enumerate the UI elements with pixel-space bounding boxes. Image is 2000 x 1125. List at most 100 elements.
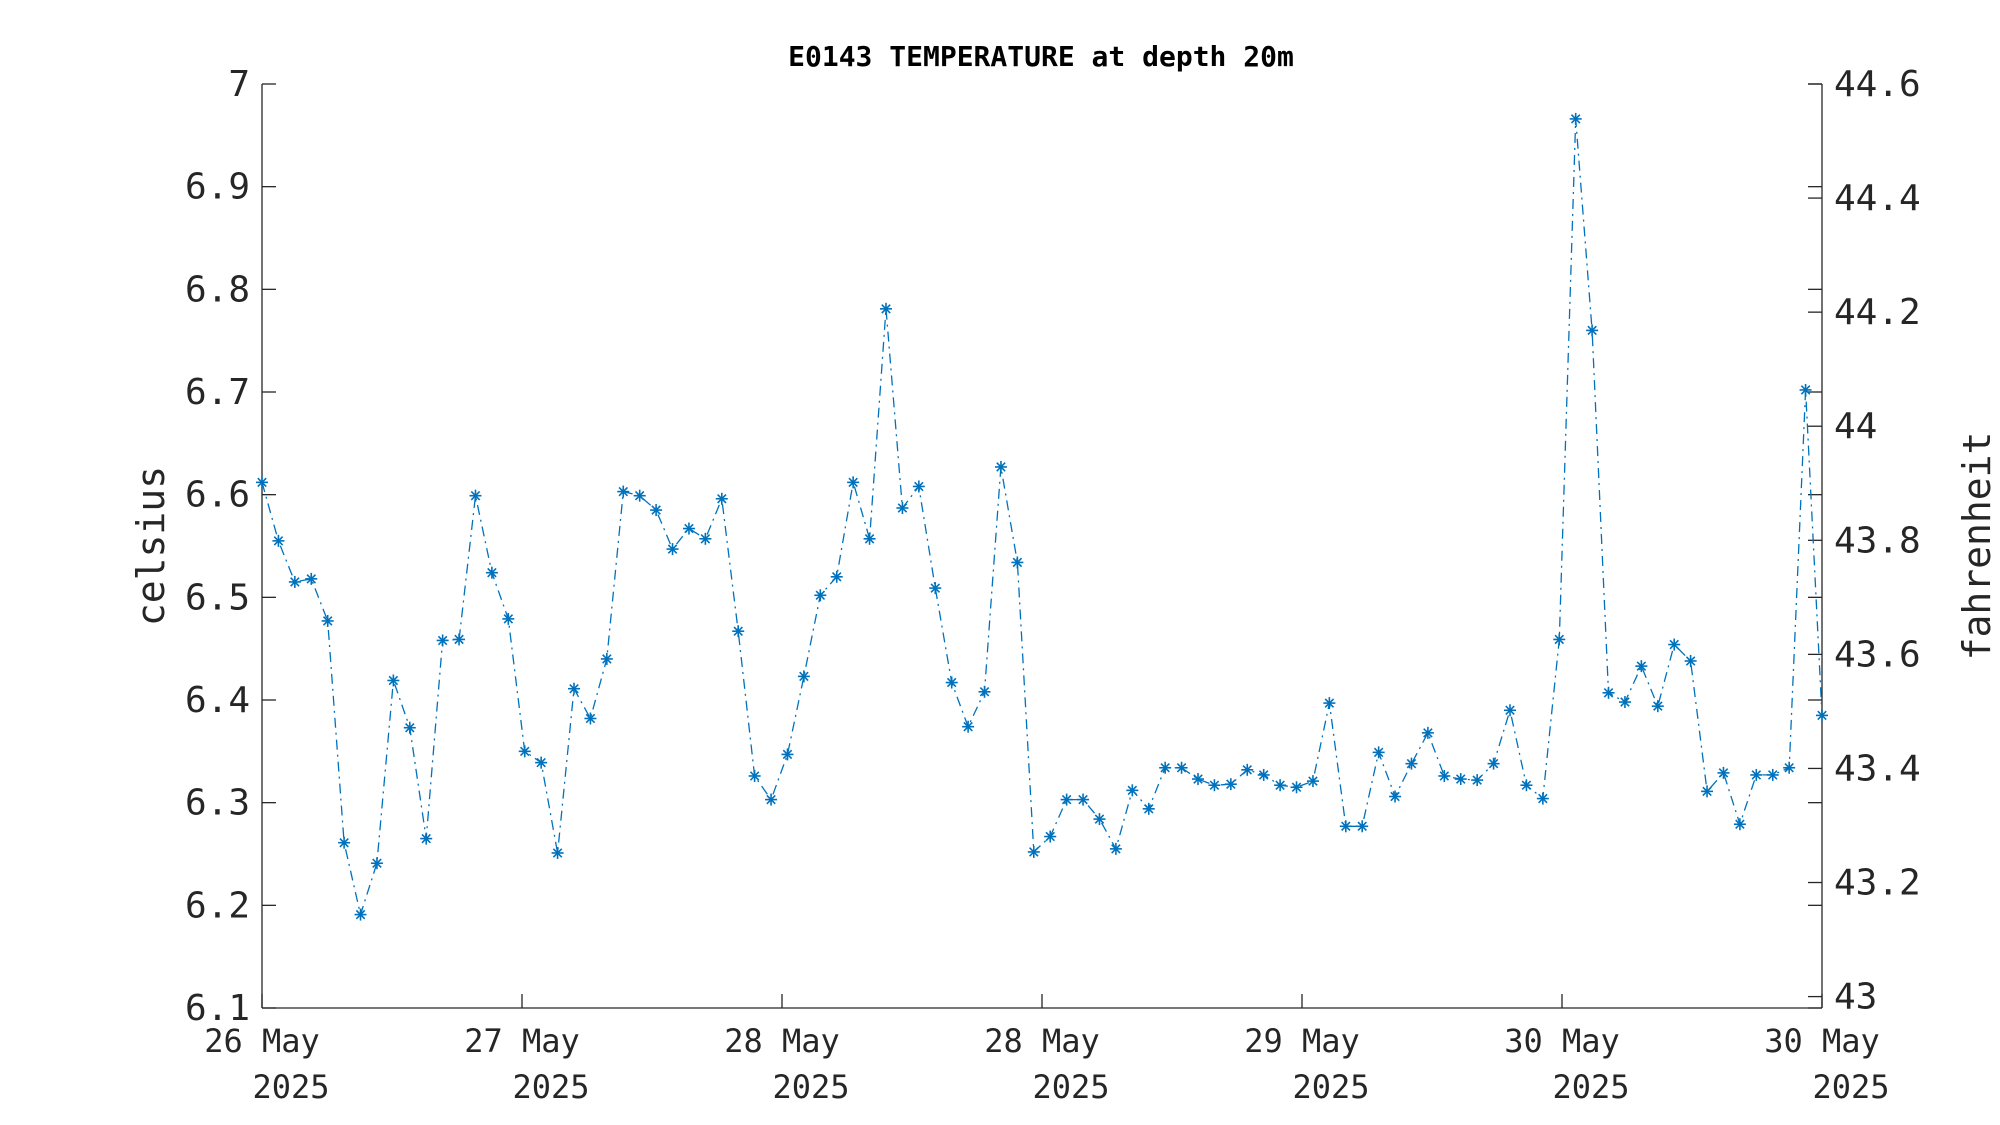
data-point bbox=[600, 652, 613, 665]
data-point bbox=[945, 676, 958, 689]
right-y-tick-label: 43.4 bbox=[1834, 748, 1921, 789]
data-point bbox=[978, 685, 991, 698]
data-point bbox=[699, 532, 712, 545]
data-point bbox=[1208, 779, 1221, 792]
data-point bbox=[1602, 686, 1615, 699]
data-point bbox=[1290, 781, 1303, 794]
data-point bbox=[1569, 112, 1582, 125]
data-point bbox=[880, 302, 892, 315]
right-y-tick-label: 44 bbox=[1834, 406, 1877, 447]
data-point bbox=[568, 682, 580, 695]
right-y-tick-label: 43.8 bbox=[1834, 520, 1921, 561]
data-point bbox=[1487, 757, 1500, 770]
data-point bbox=[370, 857, 383, 870]
data-point bbox=[830, 570, 843, 583]
data-point bbox=[321, 614, 334, 627]
left-y-tick-label: 6.1 bbox=[185, 988, 250, 1029]
temperature-series-line bbox=[261, 118, 1823, 918]
data-point bbox=[1306, 775, 1319, 788]
data-point bbox=[781, 748, 794, 761]
data-point bbox=[1799, 383, 1812, 396]
data-point bbox=[1060, 793, 1073, 806]
data-point bbox=[1323, 697, 1336, 710]
x-ticks: 26 May 2025 27 May 2025 28 May 2025 28 May 2025… bbox=[204, 994, 1890, 1106]
left-y-tick-label: 7 bbox=[228, 64, 250, 105]
data-point bbox=[1109, 842, 1122, 855]
left-y-tick-label: 6.4 bbox=[185, 680, 250, 721]
data-point bbox=[1783, 761, 1796, 774]
data-point bbox=[1733, 818, 1746, 831]
x-tick-label-year: 2025 bbox=[1552, 1068, 1629, 1106]
data-point bbox=[288, 575, 301, 588]
data-point bbox=[1750, 768, 1763, 781]
left-y-tick-label: 6.8 bbox=[185, 269, 250, 310]
data-point bbox=[1668, 638, 1681, 651]
data-point bbox=[305, 572, 318, 585]
data-point bbox=[1372, 746, 1385, 759]
data-point bbox=[1471, 774, 1484, 787]
x-tick-label-year: 2025 bbox=[1032, 1068, 1109, 1106]
data-point bbox=[1504, 704, 1516, 717]
data-point bbox=[797, 670, 810, 683]
data-point bbox=[1438, 769, 1451, 782]
data-point bbox=[748, 769, 761, 782]
x-tick-label-year: 2025 bbox=[1292, 1068, 1369, 1106]
data-point bbox=[256, 476, 268, 489]
y-axis-label-left: celsius bbox=[129, 466, 173, 626]
data-point bbox=[1027, 845, 1040, 858]
data-point bbox=[1274, 779, 1287, 792]
x-tick-label-day: 27 May bbox=[464, 1022, 580, 1060]
right-y-tick-label: 43.2 bbox=[1834, 863, 1921, 904]
left-y-tick-label: 6.6 bbox=[185, 475, 250, 516]
data-point bbox=[715, 492, 728, 505]
data-point bbox=[896, 502, 909, 515]
data-point bbox=[584, 712, 597, 725]
data-point bbox=[617, 485, 630, 498]
data-point bbox=[485, 566, 498, 579]
data-point bbox=[420, 832, 433, 845]
data-point bbox=[1766, 768, 1779, 781]
data-point bbox=[863, 532, 876, 545]
data-point bbox=[1618, 696, 1631, 709]
data-point bbox=[1405, 757, 1418, 770]
temperature-markers bbox=[256, 112, 1828, 921]
data-point bbox=[453, 633, 466, 646]
left-y-tick-label: 6.7 bbox=[185, 372, 250, 413]
data-point bbox=[1356, 820, 1369, 833]
data-point bbox=[732, 625, 745, 638]
data-point bbox=[1701, 785, 1714, 798]
right-y-tick-label: 44.6 bbox=[1834, 64, 1921, 105]
left-y-ticks: 6.1 6.2 6.3 6.4 6.5 6.6 6.7 6.8 6.9 7 bbox=[185, 64, 1822, 1029]
data-point bbox=[1093, 813, 1106, 826]
data-point bbox=[436, 634, 449, 647]
right-y-ticks: 43 43.2 43.4 43.6 43.8 44 44.2 44.4 44.6 bbox=[1808, 64, 1921, 1018]
x-tick-label-day: 28 May bbox=[724, 1022, 840, 1060]
left-y-tick-label: 6.2 bbox=[185, 885, 250, 926]
data-point bbox=[650, 504, 663, 517]
data-point bbox=[518, 745, 531, 758]
data-point bbox=[1454, 773, 1467, 786]
data-point bbox=[929, 582, 942, 595]
left-y-tick-label: 6.9 bbox=[185, 167, 250, 208]
data-point bbox=[994, 460, 1007, 473]
data-point bbox=[1257, 768, 1270, 781]
x-tick-label-day: 29 May bbox=[1244, 1022, 1360, 1060]
data-point bbox=[912, 480, 925, 493]
data-point bbox=[1816, 709, 1828, 722]
x-tick-label-day: 30 May bbox=[1504, 1022, 1620, 1060]
x-tick-label-year: 2025 bbox=[512, 1068, 589, 1106]
data-point bbox=[1241, 763, 1254, 776]
data-point bbox=[502, 612, 515, 625]
chart-title: E0143 TEMPERATURE at depth 20m bbox=[788, 40, 1294, 73]
data-point bbox=[847, 476, 860, 489]
right-y-tick-label: 44.4 bbox=[1834, 178, 1921, 219]
x-tick-label-day: 30 May bbox=[1764, 1022, 1880, 1060]
data-point bbox=[962, 720, 975, 733]
right-y-tick-label: 44.2 bbox=[1834, 292, 1921, 333]
data-point bbox=[1339, 820, 1352, 833]
data-point bbox=[1142, 802, 1155, 815]
data-point bbox=[666, 543, 679, 556]
data-point bbox=[814, 589, 827, 602]
data-point bbox=[1224, 778, 1237, 791]
